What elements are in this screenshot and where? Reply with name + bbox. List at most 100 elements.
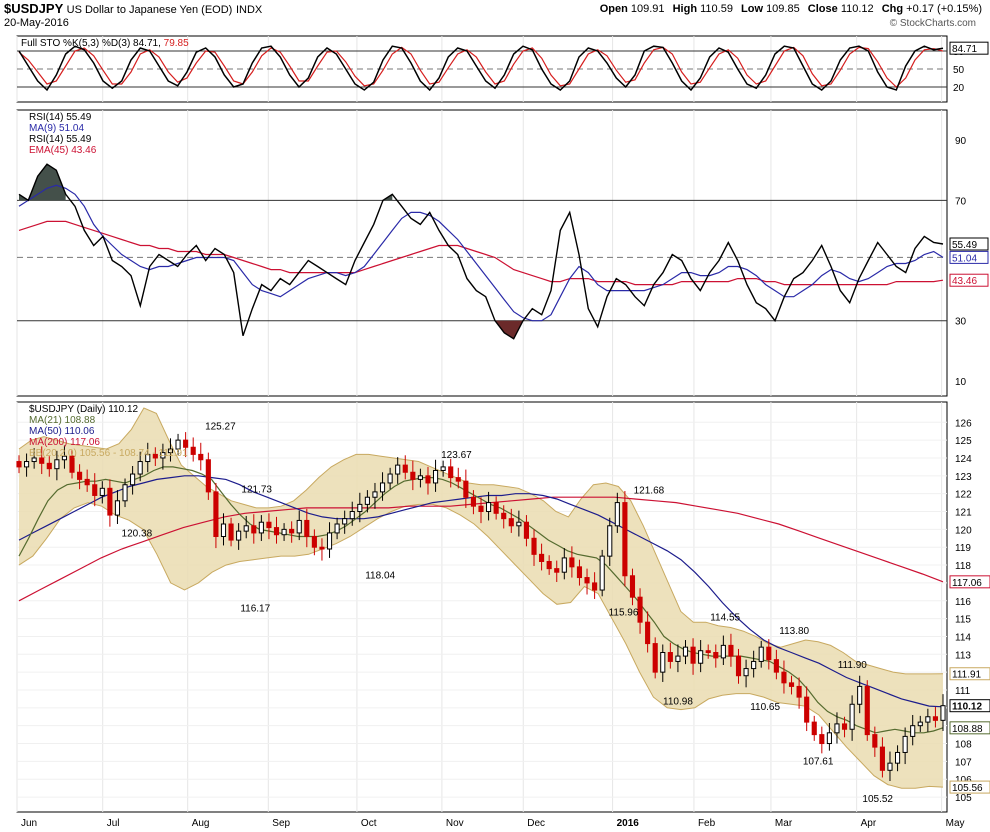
rsi-ema-line: [18, 220, 944, 286]
candle-body: [470, 496, 476, 507]
candle-body: [289, 528, 295, 534]
candle-body: [622, 502, 628, 577]
candle-body: [766, 646, 772, 661]
price-tick-label: 111: [955, 686, 971, 697]
instrument-name: US Dollar to Japanese Yen (EOD): [66, 4, 233, 16]
price-tick-label: 114: [955, 632, 971, 643]
candle-body: [531, 537, 537, 555]
candle-body: [599, 555, 605, 591]
candle-body: [357, 503, 363, 513]
candle-body: [917, 721, 923, 727]
x-axis-label: Dec: [527, 818, 545, 829]
x-axis-label: Feb: [698, 818, 716, 829]
price-legend-entry: MA(200) 117.06: [29, 437, 100, 448]
candle-body: [523, 521, 530, 539]
swing-label: 118.04: [365, 570, 395, 581]
candle-body: [46, 462, 52, 470]
price-tick-label: 108: [955, 740, 972, 751]
candle-body: [910, 725, 916, 737]
x-axis-label: 2016: [617, 818, 640, 829]
rsi-value-label: 51.04: [952, 253, 977, 264]
candle-body: [296, 519, 302, 534]
candle-body: [243, 525, 249, 532]
candle-body: [675, 655, 681, 662]
price-legend-entry: MA(21) 108.88: [29, 415, 96, 426]
candle-body: [54, 459, 60, 470]
candle-body: [501, 512, 507, 520]
candle-body: [107, 487, 113, 516]
candle-body: [781, 671, 787, 684]
swing-label: 111.90: [838, 660, 868, 671]
candle-body: [130, 473, 136, 486]
swing-label: 115.96: [609, 607, 639, 618]
swing-label: 114.55: [710, 613, 740, 624]
sto-k-line: [18, 45, 944, 92]
candle-body: [652, 643, 658, 673]
candle-body: [77, 471, 83, 480]
candle-body: [841, 723, 848, 730]
low-value: 109.85: [766, 3, 800, 15]
candle-body: [645, 621, 651, 645]
candle-body: [554, 568, 560, 573]
close-value: 110.12: [840, 3, 874, 15]
candle-body: [387, 473, 393, 484]
candle-body: [751, 660, 757, 670]
candle-body: [932, 716, 938, 721]
price-tick-label: 123: [955, 472, 972, 483]
swing-label: 123.67: [441, 450, 472, 461]
candle-body: [410, 471, 416, 480]
candle-body: [811, 721, 817, 736]
change-label: Chg: [881, 3, 904, 15]
candle-body: [849, 703, 855, 730]
candle-body: [925, 716, 931, 723]
candle-body: [258, 521, 264, 534]
price-value-label: 108.88: [952, 724, 983, 735]
sto-legend-k: Full STO %K(5,3) %D(3) 84.71,: [21, 38, 164, 49]
candle-body: [743, 668, 749, 677]
x-axis-label: May: [946, 818, 965, 829]
price-value-label: 105.56: [952, 783, 983, 794]
candle-body: [539, 553, 545, 562]
candle-body: [319, 546, 325, 550]
sto-last-value-box: [949, 41, 989, 55]
swing-label: 110.65: [750, 702, 780, 713]
sto-legend-d: 79.85: [164, 38, 189, 49]
candle-body: [735, 655, 742, 677]
rsi-tick-label: 10: [955, 377, 967, 388]
candle-body: [864, 685, 870, 736]
candle-body: [796, 685, 802, 698]
candle-body: [99, 487, 105, 496]
rsi-legend-entry: RSI(14) 55.49: [29, 112, 92, 123]
swing-label: 113.80: [779, 626, 809, 637]
swing-label: 110.98: [663, 696, 693, 707]
x-axis-label: Jul: [107, 818, 120, 829]
candle-body: [69, 455, 75, 473]
candle-body: [251, 525, 257, 534]
candle-body: [440, 466, 446, 471]
candle-body: [349, 511, 355, 520]
candle-body: [940, 705, 946, 721]
candle-body: [804, 696, 810, 723]
swing-label: 121.73: [241, 484, 272, 495]
candle-body: [183, 439, 189, 448]
candle-body: [705, 650, 711, 654]
rsi-legend-entry: MA(9) 51.04: [29, 123, 84, 134]
candle-body: [198, 453, 204, 461]
candle-body: [569, 557, 575, 568]
candle-body: [788, 682, 795, 687]
candle-body: [175, 439, 181, 450]
candle-body: [667, 652, 673, 662]
swing-label: 107.61: [803, 756, 834, 767]
swing-label: 121.68: [634, 485, 665, 496]
candle-body: [236, 530, 242, 541]
price-tick-label: 126: [955, 418, 972, 429]
candle-body: [372, 491, 378, 498]
rsi-overbought-fill: [19, 164, 66, 201]
candle-body: [122, 484, 128, 502]
price-value-label: 111.91: [952, 670, 982, 681]
high-value: 110.59: [700, 3, 733, 15]
candle-body: [546, 560, 552, 570]
price-tick-label: 107: [955, 757, 972, 768]
open-value: 109.91: [630, 3, 665, 15]
price-value-box: [949, 667, 990, 681]
